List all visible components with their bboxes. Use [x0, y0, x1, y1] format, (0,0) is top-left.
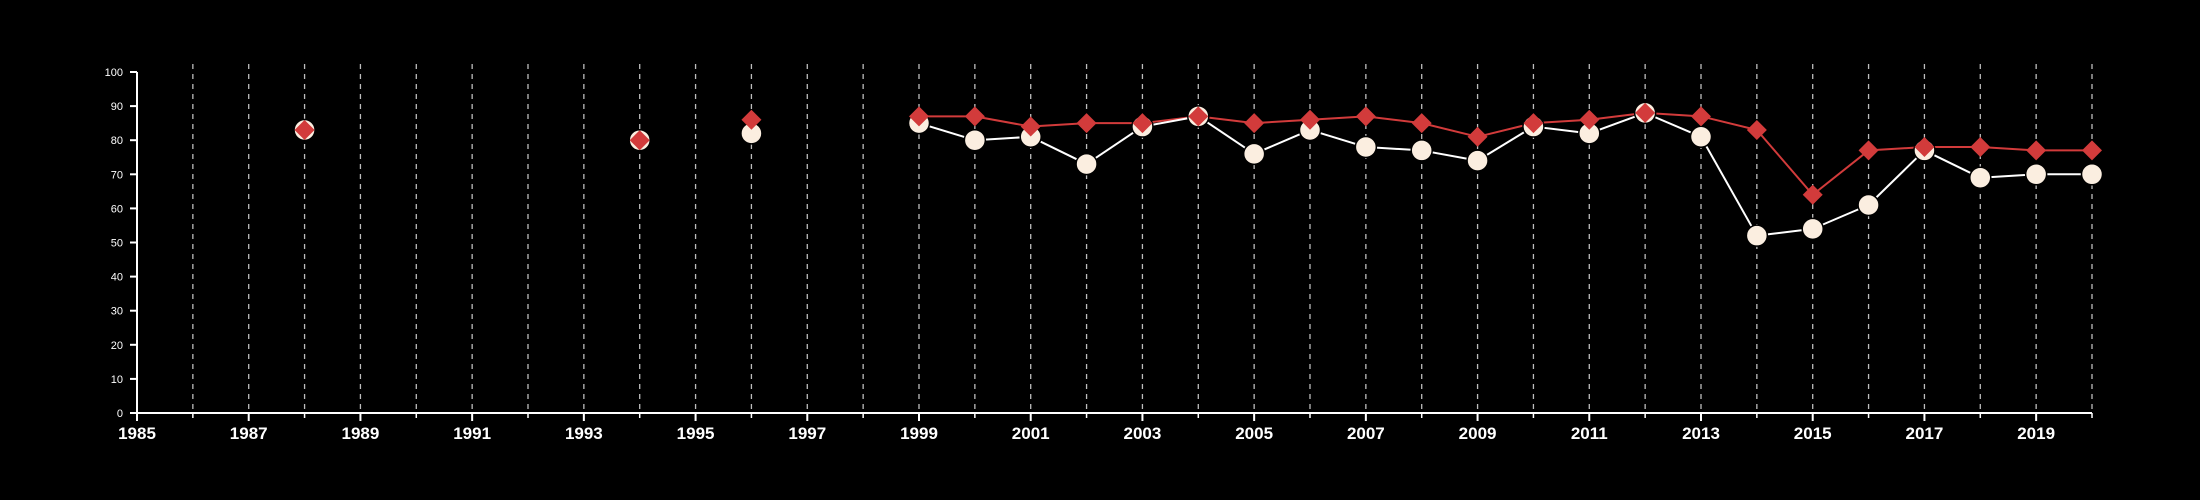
grid	[192, 64, 2093, 413]
diamond-point	[909, 106, 929, 127]
y-tick-label: 30	[111, 306, 123, 318]
x-tick-label: 1985	[118, 424, 156, 443]
diamond-point	[1523, 113, 1544, 134]
diamond-point	[1467, 126, 1488, 147]
y-tick-label: 20	[111, 340, 123, 352]
x-tick-label: 1993	[565, 424, 603, 443]
y-tick-label: 40	[111, 272, 123, 284]
series-layer	[293, 101, 2104, 247]
x-tick-label: 2001	[1012, 424, 1050, 443]
diamond-point	[1132, 113, 1153, 134]
y-tick-label: 70	[111, 169, 123, 181]
x-tick-label: 1989	[342, 424, 380, 443]
diamond-series-line	[1421, 122, 1478, 138]
diamond-series-line	[1812, 149, 1870, 196]
circle-point	[1745, 224, 1769, 247]
diamond-point	[1355, 106, 1376, 127]
y-tick-label: 10	[111, 374, 123, 386]
diamond-point	[1244, 113, 1265, 134]
x-tick-label: 2011	[1571, 424, 1608, 443]
circle-series-line	[1867, 149, 1926, 206]
diamond-point	[294, 119, 315, 140]
x-tick-label: 2007	[1347, 424, 1385, 443]
diamond-point	[2082, 140, 2102, 161]
circle-point	[1075, 152, 1098, 176]
diamond-point	[1020, 116, 1041, 137]
circle-point	[2024, 163, 2048, 186]
y-tick-label: 0	[117, 408, 123, 420]
y-tick-label: 50	[111, 238, 123, 250]
x-tick-label: 2015	[1794, 424, 1832, 443]
diamond-point	[1300, 109, 1320, 130]
x-tick-label: 2013	[1682, 424, 1720, 443]
x-tick-label: 1997	[788, 424, 826, 443]
diamond-point	[1914, 137, 1935, 158]
circle-point	[1242, 142, 1266, 166]
x-tick-label: 1995	[677, 424, 715, 443]
diamond-point	[1746, 119, 1767, 140]
y-tick-label: 60	[111, 203, 123, 215]
diamond-point	[629, 130, 650, 151]
diamond-series-line	[974, 115, 1031, 128]
diamond-series-line	[1700, 115, 1758, 131]
x-tick-label: 2009	[1459, 424, 1497, 443]
x-tick-label: 2005	[1235, 424, 1273, 443]
circle-point	[1466, 149, 1489, 172]
diamond-point	[964, 106, 985, 127]
x-tick-label: 2017	[1906, 424, 1944, 443]
diamond-point	[1076, 113, 1097, 134]
diamond-series-line	[1756, 129, 1814, 196]
diamond-point	[1970, 137, 1991, 158]
diamond-series-line	[1365, 115, 1422, 125]
diamond-point	[741, 109, 762, 130]
circle-point	[2080, 163, 2104, 186]
circle-series-line	[1700, 136, 1758, 237]
diamond-point	[2026, 140, 2047, 161]
axes: 0 10 20 30 40 50 60 70 80 90 100 1985 1987 1989 1991 19…	[105, 67, 2093, 443]
diamond-point	[1188, 106, 1209, 127]
y-tick-label: 80	[111, 135, 123, 147]
diamond-point	[1858, 140, 1879, 161]
x-tick-label: 2019	[2017, 424, 2055, 443]
circle-point	[1857, 193, 1880, 217]
y-tick-label: 100	[105, 67, 123, 79]
x-tick-label: 1999	[900, 424, 938, 443]
diamond-point	[1411, 113, 1432, 134]
circle-point	[1801, 217, 1824, 241]
x-tick-label: 1987	[230, 424, 268, 443]
diamond-point	[1579, 109, 1600, 130]
diamond-point	[1635, 102, 1656, 123]
diamond-point	[1802, 184, 1823, 205]
x-tick-label: 1991	[453, 424, 491, 443]
y-tick-label: 90	[111, 101, 123, 113]
circle-point	[1689, 125, 1713, 149]
circle-point	[1354, 135, 1378, 159]
circle-point	[1969, 166, 1992, 189]
x-tick-label: 2003	[1124, 424, 1162, 443]
circle-point	[1410, 139, 1433, 162]
circle-point	[963, 128, 987, 152]
diamond-point	[1691, 106, 1711, 127]
